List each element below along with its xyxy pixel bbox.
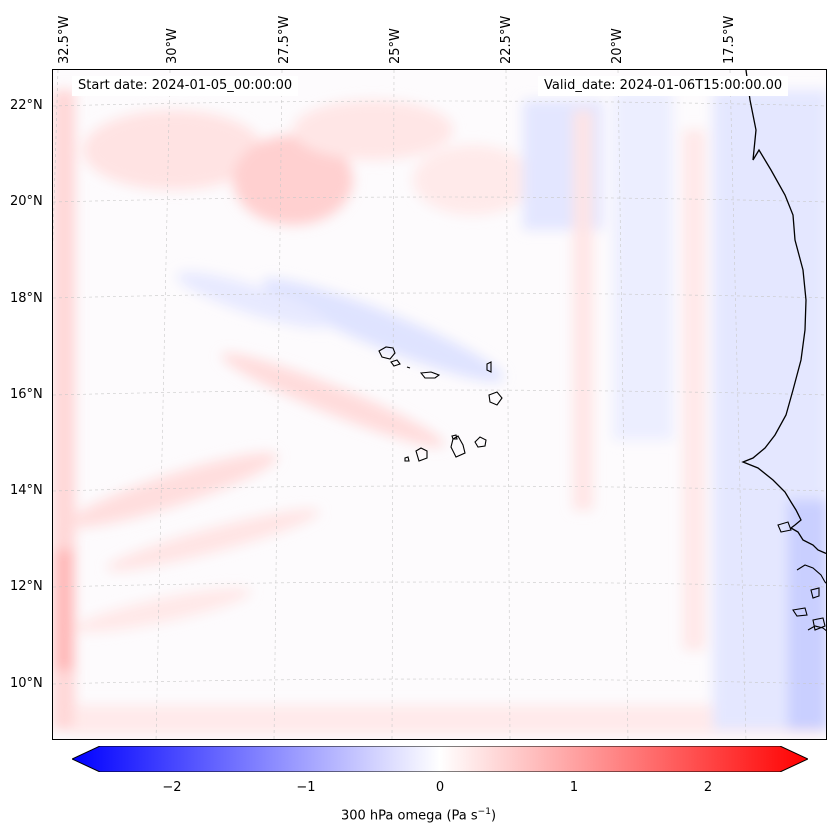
cape-verde-islands	[378, 346, 503, 462]
valid-date-label: Valid_date: 2024-01-06T15:00:00.00	[538, 76, 789, 96]
lon-label-22-5w: 22.5°W	[499, 15, 514, 64]
lat-label-14n: 14°N	[10, 483, 43, 498]
lon-label-17-5w: 17.5°W	[722, 15, 737, 64]
graticule	[53, 70, 826, 739]
coastline-islands-south	[777, 521, 826, 631]
omega-field-map	[53, 70, 826, 739]
lon-label-32-5w: 32.5°W	[57, 15, 72, 64]
colorbar-tick-0: 0	[435, 780, 445, 795]
lat-label-10n: 10°N	[10, 676, 43, 691]
lat-label-20n: 20°N	[10, 194, 43, 209]
lon-label-27-5w: 27.5°W	[277, 15, 292, 64]
lon-label-30w: 30°W	[165, 28, 180, 64]
lat-label-12n: 12°N	[10, 579, 43, 594]
omega-field-shading	[53, 90, 826, 735]
start-date-label: Start date: 2024-01-05_00:00:00	[72, 76, 299, 96]
africa-coastline	[741, 70, 826, 555]
colorbar-tick-neg1: −1	[296, 780, 316, 795]
lat-label-22n: 22°N	[10, 98, 43, 113]
colorbar-gradient	[72, 746, 808, 772]
coastline-guinea	[796, 564, 826, 632]
omega-colorbar	[72, 746, 808, 772]
colorbar-label: 300 hPa omega (Pa s−1)	[340, 807, 497, 824]
lat-label-18n: 18°N	[10, 291, 43, 306]
lon-label-25w: 25°W	[388, 28, 403, 64]
lat-label-16n: 16°N	[10, 387, 43, 402]
colorbar-tick-2: 2	[703, 780, 713, 795]
lon-label-20w: 20°W	[610, 28, 625, 64]
map-panel[interactable]	[52, 69, 827, 740]
colorbar-tick-1: 1	[569, 780, 579, 795]
colorbar-tick-neg2: −2	[162, 780, 182, 795]
